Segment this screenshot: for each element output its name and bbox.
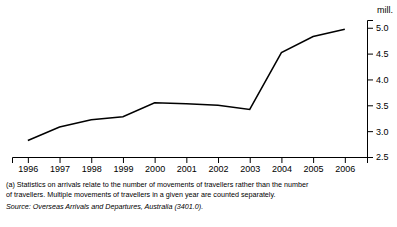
y-tick: 4.0 — [367, 75, 389, 85]
x-tick-mark — [91, 157, 92, 163]
x-tick-mark — [218, 157, 219, 163]
y-tick-label: 3.0 — [376, 127, 389, 137]
x-tick: 2005 — [304, 157, 324, 174]
y-tick: 5.0 — [367, 23, 389, 33]
x-tick-label: 2006 — [335, 164, 355, 174]
x-tick: 2004 — [272, 157, 292, 174]
x-tick: 1998 — [82, 157, 102, 174]
y-tick-label: 5.0 — [376, 23, 389, 33]
x-tick: 1996 — [18, 157, 38, 174]
x-tick-mark — [281, 157, 282, 163]
y-axis-label: mill. — [377, 5, 393, 15]
x-tick: 1999 — [113, 157, 133, 174]
y-tick-mark — [367, 79, 373, 80]
x-tick-mark — [186, 157, 187, 163]
y-tick: 3.5 — [367, 101, 389, 111]
x-tick-label: 1999 — [113, 164, 133, 174]
y-axis-line — [368, 21, 374, 158]
y-tick: 4.5 — [367, 49, 389, 59]
x-tick: 2006 — [335, 157, 355, 174]
x-tick-mark — [28, 157, 29, 163]
x-tick-mark — [123, 157, 124, 163]
x-tick-mark — [250, 157, 251, 163]
y-tick-label: 2.5 — [376, 152, 389, 162]
x-tick-label: 1998 — [82, 164, 102, 174]
y-tick: 2.5 — [367, 152, 389, 162]
x-tick-label: 2000 — [145, 164, 165, 174]
y-tick-label: 4.5 — [376, 49, 389, 59]
y-tick-mark — [367, 54, 373, 55]
y-axis: 2.5 3.0 3.5 4.0 4.5 5.0 — [367, 21, 389, 163]
data-line — [28, 29, 345, 140]
x-tick: 2000 — [145, 157, 165, 174]
x-tick-label: 2002 — [209, 164, 229, 174]
x-tick-mark — [60, 157, 61, 163]
x-tick: 2002 — [209, 157, 229, 174]
x-tick-label: 2001 — [177, 164, 197, 174]
plot: 1996 1997 1998 1999 2000 2001 2002 2003 2004 2005… — [13, 21, 389, 175]
x-tick-label: 2005 — [304, 164, 324, 174]
x-tick: 1997 — [50, 157, 70, 174]
x-axis-line — [13, 158, 368, 164]
y-tick-mark — [367, 157, 373, 158]
footnote: Source: Overseas Arrivals and Departures… — [6, 202, 203, 211]
x-tick-label: 1997 — [50, 164, 70, 174]
y-tick-label: 3.5 — [376, 101, 389, 111]
x-tick: 2001 — [177, 157, 197, 174]
y-tick: 3.0 — [367, 127, 389, 137]
x-tick: 2003 — [240, 157, 260, 174]
chart: 1996 1997 1998 1999 2000 2001 2002 2003 2004 2005… — [0, 0, 397, 227]
x-tick-label: 2003 — [240, 164, 260, 174]
y-tick-mark — [367, 28, 373, 29]
series — [28, 29, 345, 140]
x-tick-mark — [313, 157, 314, 163]
y-tick-mark — [367, 105, 373, 106]
x-tick-label: 1996 — [18, 164, 38, 174]
footnote: (a) Statistics on arrivals relate to the… — [6, 180, 309, 189]
y-tick-label: 4.0 — [376, 75, 389, 85]
footnote: of travellers. Multiple movements of tra… — [6, 190, 276, 199]
x-tick-mark — [345, 157, 346, 163]
x-tick-mark — [155, 157, 156, 163]
y-tick-mark — [367, 131, 373, 132]
x-axis: 1996 1997 1998 1999 2000 2001 2002 2003 2004 2005… — [13, 157, 368, 174]
x-tick-label: 2004 — [272, 164, 292, 174]
